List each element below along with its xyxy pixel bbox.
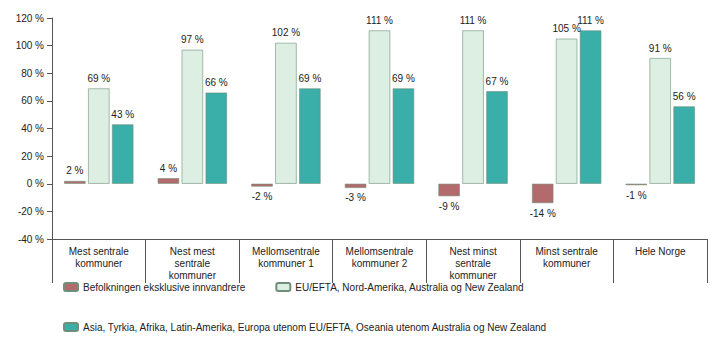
svg-text:-3 %: -3 % bbox=[345, 192, 366, 203]
svg-text:Asia, Tyrkia, Afrika, Latin-Am: Asia, Tyrkia, Afrika, Latin-Amerika, Eur… bbox=[83, 322, 546, 333]
svg-text:91 %: 91 % bbox=[649, 43, 672, 54]
svg-text:43 %: 43 % bbox=[111, 109, 134, 120]
svg-text:69 %: 69 % bbox=[392, 73, 415, 84]
svg-text:56 %: 56 % bbox=[673, 91, 696, 102]
svg-text:120 %: 120 % bbox=[16, 13, 44, 24]
svg-text:-1 %: -1 % bbox=[626, 190, 647, 201]
svg-text:Mellomsentrale: Mellomsentrale bbox=[252, 246, 320, 257]
svg-text:Mest sentrale: Mest sentrale bbox=[69, 246, 129, 257]
svg-text:0 %: 0 % bbox=[27, 178, 44, 189]
svg-text:Hele Norge: Hele Norge bbox=[635, 246, 686, 257]
svg-text:EU/EFTA, Nord-Amerika, Austral: EU/EFTA, Nord-Amerika, Australia og New … bbox=[295, 282, 523, 293]
svg-text:Befolkningen eksklusive innvan: Befolkningen eksklusive innvandrere bbox=[83, 282, 246, 293]
svg-text:20 %: 20 % bbox=[21, 151, 44, 162]
svg-text:Mellomsentrale: Mellomsentrale bbox=[346, 246, 414, 257]
svg-text:-2 %: -2 % bbox=[252, 191, 273, 202]
svg-text:Nest mest: Nest mest bbox=[170, 246, 215, 257]
svg-text:67 %: 67 % bbox=[486, 76, 509, 87]
svg-text:102 %: 102 % bbox=[272, 27, 300, 38]
svg-text:69 %: 69 % bbox=[298, 73, 321, 84]
svg-text:2 %: 2 % bbox=[66, 165, 83, 176]
svg-text:111 %: 111 % bbox=[366, 15, 393, 26]
svg-text:Minst sentrale: Minst sentrale bbox=[536, 246, 599, 257]
svg-text:-20 %: -20 % bbox=[18, 206, 44, 217]
svg-text:-14 %: -14 % bbox=[530, 208, 556, 219]
svg-text:4 %: 4 % bbox=[160, 163, 177, 174]
svg-text:kommuner: kommuner bbox=[543, 258, 591, 269]
svg-text:kommuner 2: kommuner 2 bbox=[352, 258, 408, 269]
svg-text:sentrale: sentrale bbox=[455, 258, 491, 269]
svg-text:sentrale: sentrale bbox=[175, 258, 211, 269]
svg-text:kommuner: kommuner bbox=[169, 270, 217, 281]
svg-text:105 %: 105 % bbox=[552, 23, 581, 35]
svg-text:kommuner: kommuner bbox=[449, 270, 497, 281]
svg-text:80 %: 80 % bbox=[21, 68, 44, 79]
svg-text:kommuner 1: kommuner 1 bbox=[258, 258, 314, 269]
svg-text:69 %: 69 % bbox=[87, 73, 110, 84]
svg-text:111 %: 111 % bbox=[460, 15, 487, 26]
svg-text:40 %: 40 % bbox=[21, 123, 44, 134]
svg-text:kommuner: kommuner bbox=[75, 258, 123, 269]
svg-text:-9 %: -9 % bbox=[439, 201, 460, 212]
svg-text:66 %: 66 % bbox=[205, 77, 228, 88]
svg-text:Nest minst: Nest minst bbox=[449, 246, 496, 257]
svg-text:-40 %: -40 % bbox=[18, 234, 44, 245]
svg-text:60 %: 60 % bbox=[21, 95, 44, 106]
svg-text:111 %: 111 % bbox=[577, 15, 604, 26]
svg-text:100 %: 100 % bbox=[16, 40, 44, 51]
svg-text:97 %: 97 % bbox=[181, 34, 204, 45]
